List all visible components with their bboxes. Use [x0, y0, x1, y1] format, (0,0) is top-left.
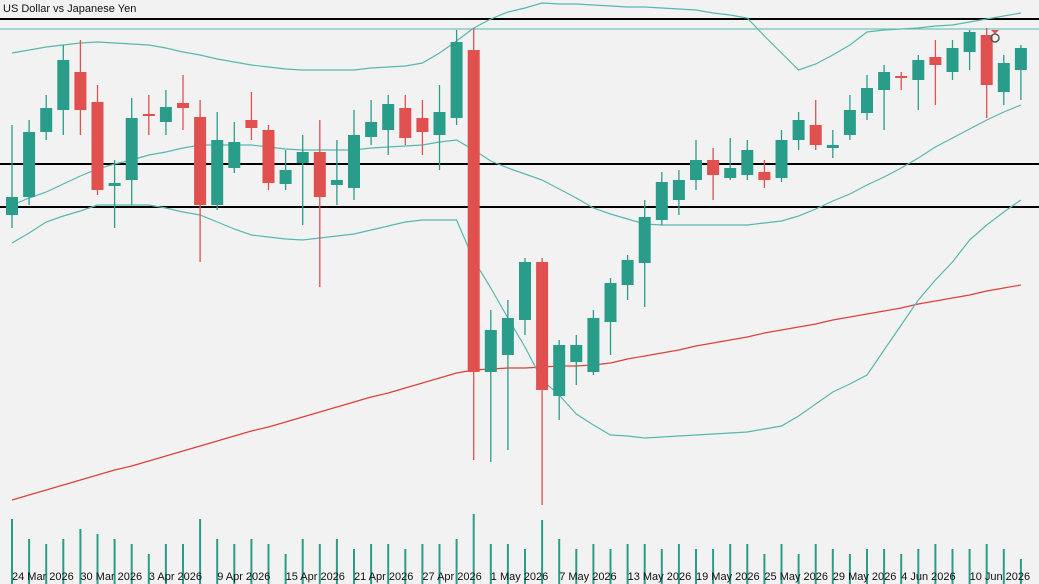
candle-body [382, 104, 395, 130]
candle-body [536, 262, 549, 390]
candle-body [159, 107, 172, 122]
candle-body [125, 118, 138, 180]
trade-marker [990, 30, 1000, 43]
candle-body [296, 152, 309, 163]
candle-body [861, 88, 873, 113]
x-tick-label: 30 Mar 2026 [80, 571, 142, 583]
candle-body [912, 60, 925, 80]
candle-body [23, 132, 36, 197]
x-tick-label: 3 Apr 2026 [149, 571, 202, 583]
candle-body [262, 130, 275, 183]
candle-body [450, 42, 463, 118]
candle-body [433, 112, 446, 135]
candle-body [792, 120, 805, 140]
indicator-line [11, 104, 1022, 226]
candle-body [365, 122, 378, 137]
indicator-line [11, 284, 1022, 501]
indicator-line [11, 2, 1022, 71]
candle-body [245, 120, 258, 128]
candle-body [501, 318, 514, 355]
candle-body [74, 72, 87, 110]
candle-body [621, 260, 634, 285]
candle-body [604, 283, 617, 322]
candle-body [177, 103, 189, 108]
x-tick-label: 4 Jun 2026 [901, 571, 955, 583]
candle-body [587, 318, 600, 372]
candle-body [228, 142, 241, 168]
candle-body [878, 72, 891, 90]
candle-body [467, 50, 480, 372]
x-tick-label: 25 May 2026 [764, 571, 828, 583]
candle-body [946, 48, 959, 72]
x-tick-label: 15 Apr 2026 [286, 571, 345, 583]
x-tick-label: 19 May 2026 [696, 571, 760, 583]
candle-body [963, 32, 976, 52]
candle-body [313, 152, 326, 197]
candle-body [843, 110, 856, 135]
x-tick-label: 7 May 2026 [559, 571, 616, 583]
x-tick-label: 27 Apr 2026 [422, 571, 481, 583]
candle-body [211, 140, 224, 205]
candle-body [570, 345, 583, 362]
candle-body [348, 135, 360, 188]
candle-body [416, 118, 429, 132]
candle-body [809, 125, 822, 145]
candle-body [399, 108, 412, 138]
candle-body [997, 63, 1010, 92]
x-tick-label: 1 May 2026 [491, 571, 548, 583]
candle-body [638, 217, 651, 263]
candle-body [6, 197, 18, 215]
candle-body [194, 117, 207, 205]
candle-body [142, 114, 155, 116]
x-tick-label: 9 Apr 2026 [217, 571, 270, 583]
candle-body [707, 160, 720, 175]
candle-body [690, 160, 702, 180]
candle-body [108, 183, 121, 186]
candle-body [655, 182, 668, 220]
candle-body [519, 262, 531, 320]
chart-title: US Dollar vs Japanese Yen [3, 3, 136, 15]
candle-body [484, 330, 497, 372]
x-tick-label: 13 May 2026 [628, 571, 692, 583]
candle-body [330, 180, 343, 185]
candle-body [57, 60, 70, 110]
candle-body [724, 168, 737, 178]
x-tick-label: 21 Apr 2026 [354, 571, 413, 583]
candle-body [980, 35, 993, 85]
x-tick-label: 10 Jun 2026 [970, 571, 1031, 583]
candle-body [279, 170, 292, 184]
candle-body [775, 140, 788, 178]
candle-body [672, 180, 685, 200]
candle-body [1014, 48, 1027, 70]
candle-body [553, 345, 566, 396]
candle-body [929, 57, 942, 65]
candle-body [826, 145, 839, 148]
candle-body [895, 76, 908, 78]
candle-body [91, 102, 104, 190]
x-tick-label: 29 May 2026 [833, 571, 897, 583]
candle-body [741, 150, 754, 175]
candle-body [40, 108, 53, 132]
candle-body [758, 172, 771, 180]
x-tick-label: 24 Mar 2026 [12, 571, 74, 583]
indicator-line [11, 199, 1022, 439]
